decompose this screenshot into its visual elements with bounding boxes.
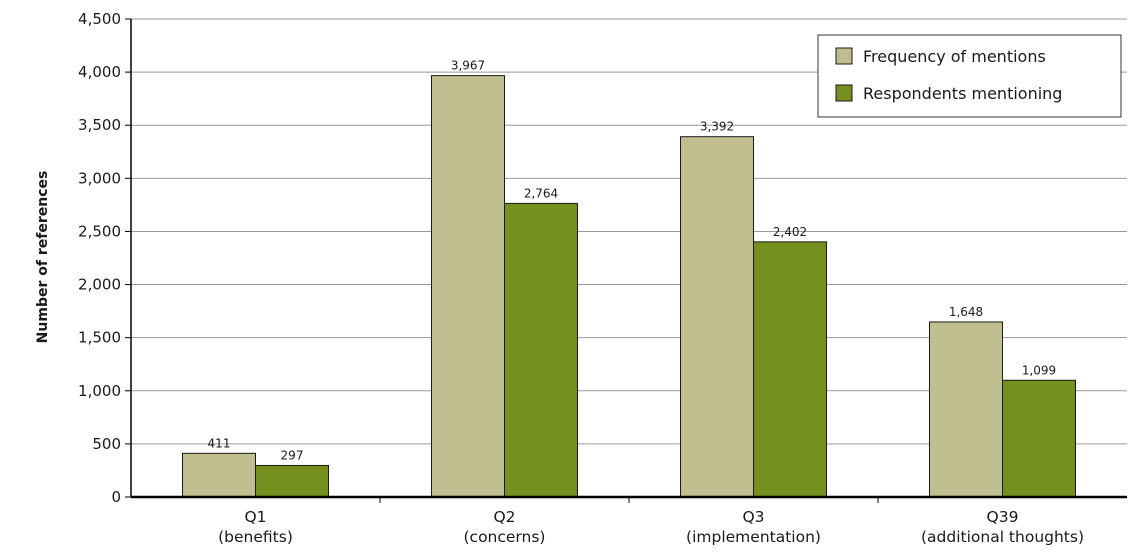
y-tick-label: 1,500 (78, 329, 121, 347)
data-label: 2,764 (524, 186, 558, 200)
bar-respondents (504, 202, 578, 498)
bar-frequency (431, 75, 505, 498)
x-tick-label: (implementation) (686, 528, 821, 546)
x-tick-label: Q2 (493, 508, 515, 526)
y-tick-label: 3,500 (78, 116, 121, 134)
legend-box (817, 34, 1122, 118)
legend: Frequency of mentions Respondents mention… (817, 34, 1122, 118)
bar-respondents (1002, 379, 1076, 498)
data-label: 3,392 (700, 120, 734, 134)
y-tick-label: 0 (111, 488, 121, 506)
bar-respondents (255, 464, 329, 498)
bar-frequency (929, 321, 1003, 498)
y-tick-label: 2,500 (78, 222, 121, 240)
data-labels: 411 297 3,967 2,764 3,392 2,402 1,648 1,099 (208, 59, 1057, 463)
x-tick-label: Q39 (987, 508, 1019, 526)
y-tick-label: 1,000 (78, 382, 121, 400)
y-tick-label: 3,000 (78, 169, 121, 187)
legend-label: Frequency of mentions (863, 47, 1046, 66)
y-tick-label: 4,500 (78, 10, 121, 28)
data-label: 411 (208, 436, 231, 450)
bar-respondents (753, 241, 827, 498)
data-label: 2,402 (773, 225, 807, 239)
y-tick-label: 4,000 (78, 63, 121, 81)
data-label: 1,648 (949, 305, 983, 319)
x-tick-label: Q1 (244, 508, 266, 526)
x-tick-label: Q3 (742, 508, 764, 526)
x-tick-label: (additional thoughts) (921, 528, 1084, 546)
bar-frequency (182, 452, 256, 498)
data-label: 3,967 (451, 59, 485, 73)
legend-swatch (835, 84, 853, 102)
y-axis-title: Number of references (35, 171, 51, 344)
x-tick-label: (benefits) (218, 528, 293, 546)
legend-label: Respondents mentioning (863, 84, 1062, 103)
data-label: 297 (281, 448, 304, 462)
y-tick-label: 2,000 (78, 276, 121, 294)
bar-frequency (680, 136, 754, 498)
bars (182, 75, 1076, 498)
y-tick-label: 500 (92, 435, 121, 453)
gridlines (131, 18, 1127, 445)
data-label: 1,099 (1022, 363, 1056, 377)
x-tick-label: (concerns) (464, 528, 546, 546)
axes: 0 500 1,000 1,500 2,000 2,500 3,000 3,500 4,000 4… (78, 10, 1127, 546)
legend-swatch (835, 47, 853, 65)
